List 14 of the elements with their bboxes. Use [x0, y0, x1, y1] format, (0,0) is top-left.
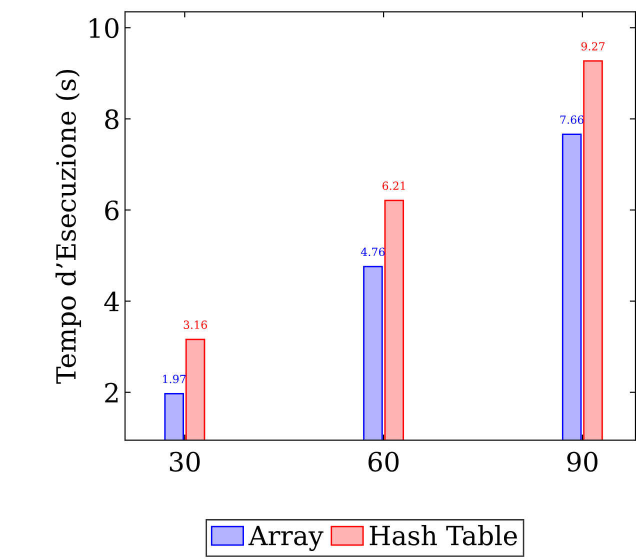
- y-tick-label: 2: [105, 382, 118, 402]
- y-tick-label: 10: [90, 18, 118, 38]
- x-tick-label: 60: [368, 452, 399, 472]
- x-tick-label: 90: [567, 452, 598, 472]
- legend-label: Array: [248, 526, 324, 551]
- y-tick-label: 6: [105, 200, 119, 220]
- data-label: 6.21: [382, 182, 405, 190]
- y-tick-label: 4: [104, 292, 119, 312]
- data-label: 9.27: [581, 42, 605, 50]
- y-axis-title: Tempo d’Esecuzione (s): [56, 70, 82, 384]
- data-label: 3.16: [184, 320, 207, 329]
- x-tick-label: 30: [170, 452, 200, 472]
- legend-label: Hash Table: [370, 525, 517, 546]
- y-tick-label: 8: [105, 109, 118, 130]
